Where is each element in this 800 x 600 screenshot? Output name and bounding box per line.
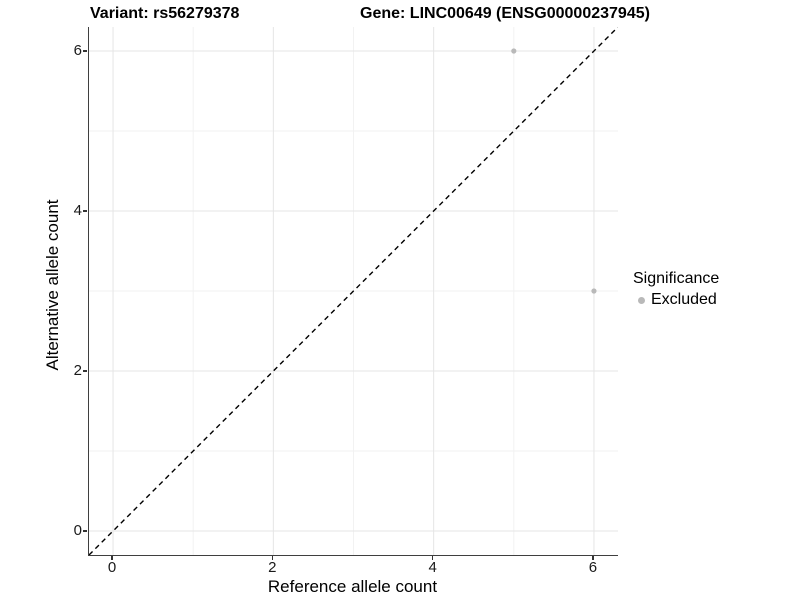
data-point xyxy=(511,48,517,54)
x-tick-label: 6 xyxy=(588,559,598,576)
legend-item-label: Excluded xyxy=(651,291,717,308)
legend-point-icon xyxy=(638,296,645,304)
y-tick-mark xyxy=(83,370,87,372)
y-tick-mark xyxy=(83,530,87,532)
variant-title: Variant: rs56279378 xyxy=(90,5,240,22)
x-axis-title: Reference allele count xyxy=(267,577,438,596)
legend-item-excluded: Excluded xyxy=(633,291,719,309)
data-point xyxy=(591,288,597,294)
x-tick-mark xyxy=(592,556,594,560)
y-tick-label: 0 xyxy=(73,522,82,539)
x-tick-label: 0 xyxy=(107,559,117,576)
gene-title: Gene: LINC00649 (ENSG00000237945) xyxy=(360,5,650,22)
x-tick-label: 4 xyxy=(428,559,437,576)
x-tick-label: 2 xyxy=(268,559,277,576)
identity-dashed-line xyxy=(89,27,618,555)
x-tick-mark xyxy=(271,556,274,560)
plot-panel xyxy=(88,27,618,556)
y-axis-title: Alternative allele count xyxy=(43,199,62,371)
y-tick-label: 6 xyxy=(73,42,82,59)
y-tick-mark xyxy=(83,50,87,52)
x-tick-mark xyxy=(111,556,113,560)
y-tick-mark xyxy=(83,210,87,212)
legend: Significance Excluded xyxy=(633,270,719,309)
plot-canvas xyxy=(89,27,618,555)
y-tick-label: 2 xyxy=(73,362,82,379)
x-tick-mark xyxy=(431,556,434,560)
y-tick-label: 4 xyxy=(73,202,82,219)
legend-title: Significance xyxy=(633,270,720,287)
